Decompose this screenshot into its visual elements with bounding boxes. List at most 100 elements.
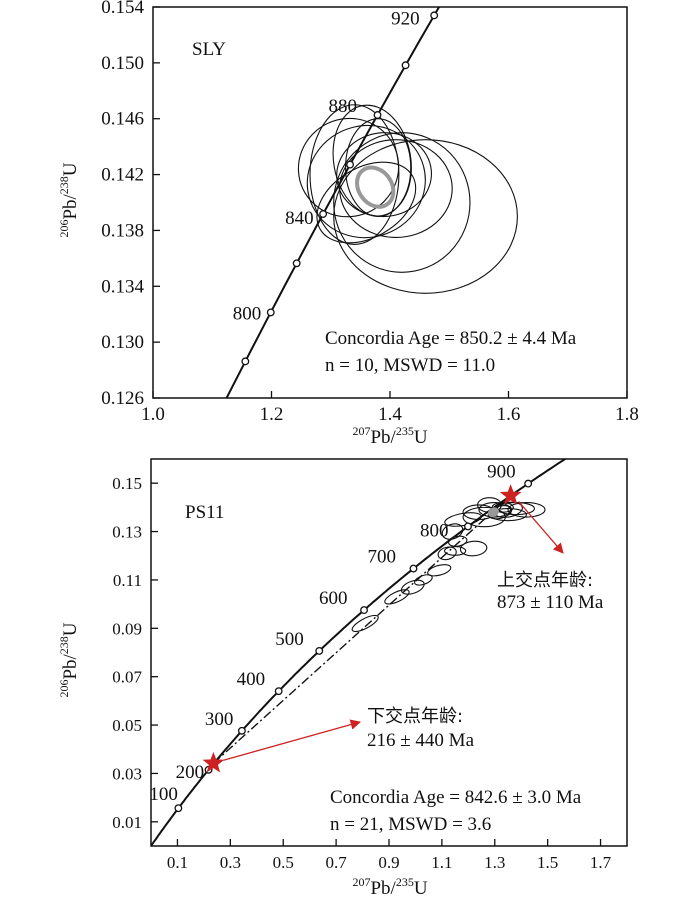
error-ellipse	[351, 614, 379, 633]
y-tick-label: 0.09	[112, 619, 142, 638]
y-tick-label: 0.07	[112, 668, 142, 687]
error-ellipse	[459, 540, 488, 557]
concordia-age-label: 800	[420, 520, 449, 541]
concordia-age-label: 100	[149, 784, 178, 805]
error-ellipse	[384, 589, 410, 605]
plot-area-sly	[225, 7, 518, 398]
concordia-curve	[225, 7, 441, 398]
concordia-age-label: 200	[176, 762, 205, 783]
error-ellipse	[309, 104, 400, 245]
concordia-age-marker	[241, 357, 250, 366]
x-tick-label: 0.3	[220, 853, 241, 872]
error-ellipse	[316, 161, 417, 244]
sample-label-sly: SLY	[192, 39, 226, 60]
concordia-age-ellipse	[355, 165, 396, 209]
concordia-age-marker	[315, 646, 324, 655]
concordia-age-marker	[464, 522, 472, 531]
axes-ps11: 0.1 0.3 0.5 0.7 0.9 1.1 1.3 1.5 1.7 0.01 0.03 0.05 0…	[112, 474, 611, 872]
error-ellipse	[414, 574, 433, 586]
concordia-age-marker	[401, 61, 410, 70]
concordia-age-text-ps11: Concordia Age = 842.6 ± 3.0 Ma	[330, 787, 582, 808]
concordia-age-label: 700	[367, 547, 396, 568]
error-ellipse	[297, 117, 400, 218]
y-tick-label: 0.11	[113, 571, 142, 590]
x-tick-label: 0.7	[325, 853, 347, 872]
upper-intercept-arrow	[518, 501, 564, 554]
discordia-line	[212, 495, 512, 764]
concordia-age-marker	[373, 111, 382, 119]
error-ellipse	[400, 579, 425, 595]
y-tick-label: 0.15	[112, 474, 142, 493]
x-tick-label: 1.3	[484, 853, 505, 872]
x-tick-label: 1.5	[537, 853, 558, 872]
x-tick-label: 0.5	[273, 853, 294, 872]
x-axis-label-ps11: 207Pb/235U	[352, 875, 427, 899]
y-tick-label: 0.13	[112, 523, 142, 542]
x-tick-label: 1.4	[378, 404, 402, 425]
concordia-age-marker	[237, 726, 246, 735]
x-tick-label: 1.1	[431, 853, 452, 872]
concordia-age-label: 900	[487, 462, 516, 483]
concordia-age-marker	[266, 308, 275, 317]
lower-intercept-star	[202, 751, 225, 773]
x-tick-label: 1.8	[615, 404, 639, 425]
y-tick-label: 0.142	[101, 165, 144, 186]
chart-ps11: 0.1 0.3 0.5 0.7 0.9 1.1 1.3 1.5 1.7 0.01 0.03 0.05 0…	[57, 458, 628, 899]
lower-intercept-value: 216 ± 440 Ma	[367, 730, 475, 751]
concordia-age-label: 500	[275, 629, 304, 650]
stats-text-ps11: n = 21, MSWD = 3.6	[330, 814, 491, 835]
lower-intercept-title: 下交点年龄:	[367, 706, 463, 727]
concordia-age-label: 840	[285, 208, 314, 229]
sample-label-ps11: PS11	[185, 502, 224, 523]
x-tick-label: 1.2	[260, 404, 284, 425]
y-tick-label: 0.05	[112, 716, 142, 735]
error-ellipse	[507, 501, 546, 518]
y-tick-label: 0.134	[101, 276, 144, 297]
error-ellipse	[491, 501, 514, 513]
concordia-age-marker	[360, 606, 368, 615]
error-ellipse	[478, 501, 512, 518]
x-tick-label: 1.7	[590, 853, 612, 872]
concordia-age-label: 880	[329, 96, 358, 117]
concordia-age-marker	[319, 210, 328, 218]
y-tick-label: 0.130	[101, 332, 144, 353]
error-ellipse	[336, 132, 432, 218]
x-tick-label: 1.0	[141, 404, 165, 425]
y-tick-label: 0.01	[112, 813, 142, 832]
concordia-age-ellipse	[487, 507, 499, 518]
stats-text-sly: n = 10, MSWD = 11.0	[325, 355, 495, 376]
concordia-age-label: 300	[205, 709, 234, 730]
error-ellipse	[427, 564, 452, 577]
concordia-age-marker	[524, 479, 533, 488]
y-tick-label: 0.154	[101, 0, 144, 18]
concordia-age-marker	[274, 687, 283, 696]
concordia-age-marker	[292, 259, 301, 268]
axes-sly: 1.0 1.2 1.4 1.6 1.8 0.126 0.130 0.134 0.138 0.142…	[101, 0, 639, 425]
error-ellipse	[333, 132, 471, 273]
x-axis-label-sly: 207Pb/235U	[352, 424, 427, 448]
y-tick-label: 0.150	[101, 53, 144, 74]
chart-sly: 1.0 1.2 1.4 1.6 1.8 0.126 0.130 0.134 0.138 0.142…	[57, 0, 639, 448]
upper-intercept-title: 上交点年龄:	[497, 570, 593, 591]
y-tick-label: 0.126	[101, 388, 144, 409]
concordia-age-marker	[409, 564, 418, 573]
concordia-age-label: 600	[319, 588, 348, 609]
error-ellipse	[448, 535, 468, 547]
intercept-marks-ps11	[202, 484, 564, 773]
error-ellipse	[441, 523, 464, 540]
error-ellipse	[443, 546, 467, 556]
x-tick-label: 0.9	[378, 853, 399, 872]
upper-intercept-star	[499, 484, 522, 505]
y-tick-label: 0.138	[101, 220, 144, 241]
concordia-age-label: 800	[233, 303, 261, 324]
concordia-age-label: 920	[391, 8, 420, 29]
x-tick-label: 0.1	[167, 853, 188, 872]
y-tick-label: 0.03	[112, 764, 142, 783]
concordia-age-marker	[346, 160, 354, 169]
concordia-age-text-sly: Concordia Age = 850.2 ± 4.4 Ma	[325, 328, 577, 349]
concordia-age-marker	[174, 804, 183, 813]
x-tick-label: 1.6	[497, 404, 521, 425]
error-ellipse	[333, 139, 518, 294]
concordia-labels-sly: 800 840 880 920	[233, 8, 439, 366]
